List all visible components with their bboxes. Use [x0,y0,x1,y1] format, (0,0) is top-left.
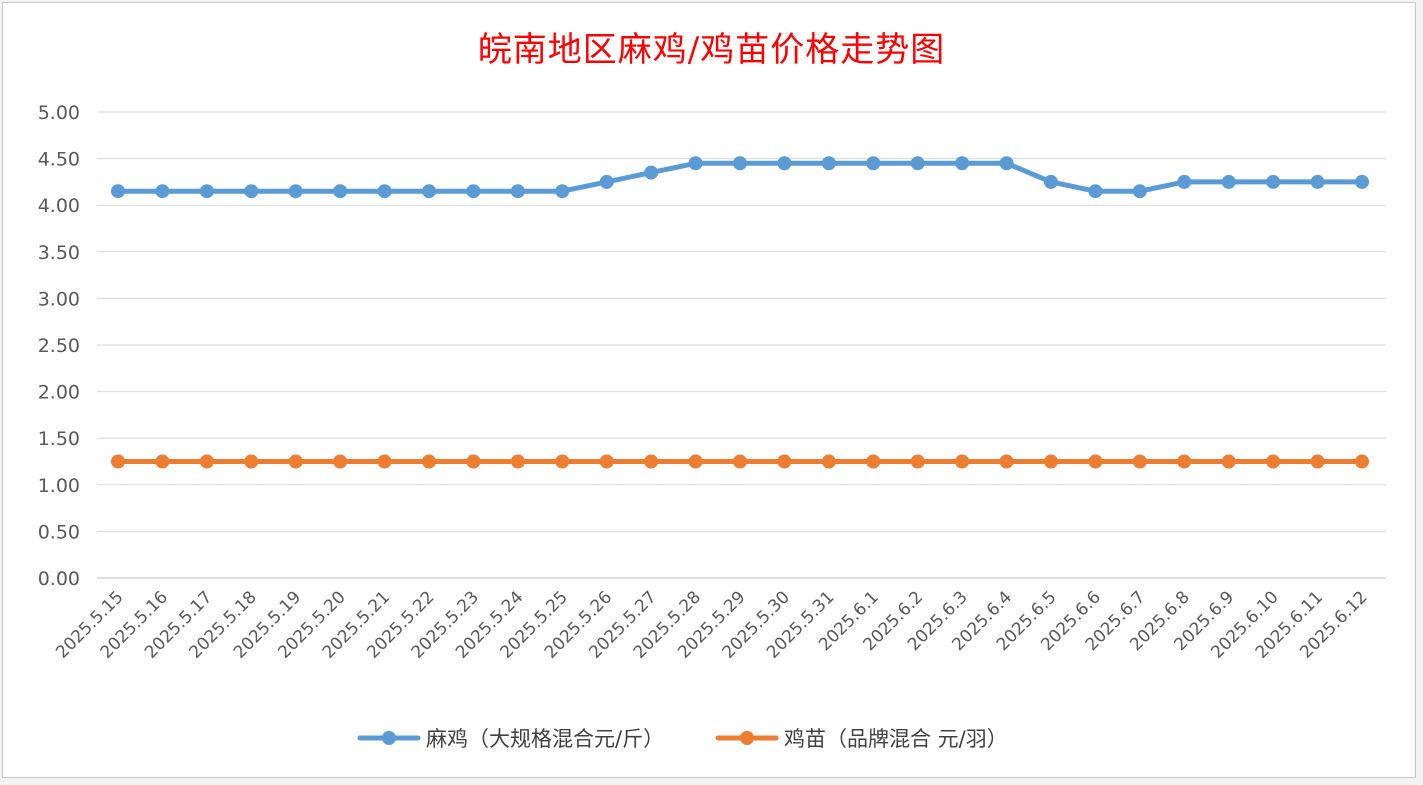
legend-label: 鸡苗（品牌混合 元/羽） [784,727,1008,751]
y-axis-ticks: 0.00 0.50 1.00 1.50 2.00 2.50 3.00 3.50 4.00 4.50… [38,102,80,590]
data-point [733,454,747,469]
data-point [999,156,1014,171]
series-lines [111,156,1369,469]
data-point [377,184,392,199]
data-point [777,156,792,171]
y-tick-label: 0.50 [38,521,80,543]
data-point [599,174,614,189]
data-point [244,184,259,199]
data-point [422,454,436,469]
data-point [1266,454,1281,469]
x-axis-ticks: 2025.5.152025.5.162025.5.172025.5.182025… [52,587,1371,662]
series-1 [111,454,1369,469]
data-point [155,184,170,199]
data-point [1044,454,1058,469]
data-point [288,454,303,469]
data-point [821,454,836,469]
data-point [555,184,570,199]
data-point [955,454,970,469]
data-point [510,454,525,469]
chart-title: 皖南地区麻鸡/鸡苗价格走势图 [477,30,946,70]
legend-item: 鸡苗（品牌混合 元/羽） [715,727,1008,751]
data-point [1221,454,1236,469]
data-point [111,184,125,199]
y-tick-label: 0.00 [38,568,80,590]
y-tick-label: 3.00 [38,288,80,310]
data-point [866,156,881,171]
data-point [1088,454,1103,469]
data-point [377,454,392,469]
data-point [1177,174,1192,189]
data-point [155,454,170,469]
data-point [510,184,525,199]
data-point [1310,454,1325,469]
data-point [288,184,303,199]
data-point [422,184,436,199]
data-point [1132,454,1147,469]
data-point [866,454,881,469]
legend-item: 麻鸡（大规格混合元/斤） [357,727,664,751]
data-point [555,454,570,469]
data-point [599,454,614,469]
data-point [1044,174,1058,189]
data-point [733,156,747,171]
y-tick-label: 1.00 [38,475,80,497]
legend: 麻鸡（大规格混合元/斤） 鸡苗（品牌混合 元/羽） [357,727,1008,751]
legend-marker [740,731,754,745]
gridlines [97,111,1386,579]
data-point [955,156,970,171]
data-point [333,184,348,199]
data-point [1355,174,1369,189]
data-point [466,184,481,199]
data-point [1088,184,1103,199]
legend-marker [382,731,396,745]
series-0 [111,156,1369,199]
data-point [1177,454,1192,469]
data-point [111,454,125,469]
data-point [333,454,348,469]
data-point [644,454,659,469]
data-point [1355,454,1369,469]
data-point [688,454,703,469]
data-point [1310,174,1325,189]
data-point [910,156,925,171]
data-point [199,184,214,199]
data-point [1221,174,1236,189]
data-point [1266,174,1281,189]
legend-label: 麻鸡（大规格混合元/斤） [426,727,664,751]
data-point [466,454,481,469]
data-point [777,454,792,469]
data-point [999,454,1014,469]
data-point [821,156,836,171]
data-point [910,454,925,469]
data-point [688,156,703,171]
data-point [244,454,259,469]
y-tick-label: 5.00 [38,102,80,124]
data-point [644,165,659,180]
data-point [199,454,214,469]
y-tick-label: 2.00 [38,382,80,404]
y-tick-label: 4.00 [38,195,80,217]
y-tick-label: 3.50 [38,242,80,264]
data-point [1132,184,1147,199]
y-tick-label: 2.50 [38,335,80,357]
y-tick-label: 1.50 [38,428,80,450]
y-tick-label: 4.50 [38,149,80,171]
